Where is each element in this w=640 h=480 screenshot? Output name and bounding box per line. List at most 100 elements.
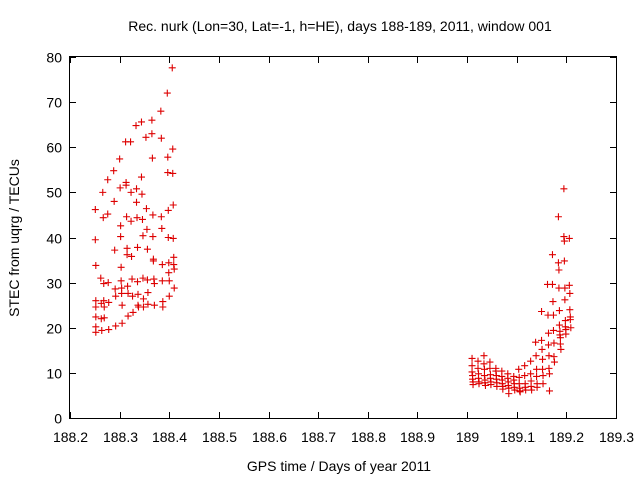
data-point (486, 364, 494, 372)
data-point (521, 372, 529, 380)
data-point (100, 314, 108, 322)
x-tick-label: 189 (456, 429, 480, 445)
data-point (549, 326, 557, 334)
data-point (124, 289, 132, 297)
data-point (91, 206, 99, 214)
data-point (532, 338, 540, 346)
data-point (169, 201, 177, 209)
data-point (134, 278, 142, 286)
data-point (515, 365, 523, 373)
data-point (144, 300, 152, 308)
data-point (164, 169, 172, 177)
data-point (169, 234, 177, 242)
y-tick-label: 50 (46, 185, 62, 201)
data-point (550, 358, 558, 366)
data-point (527, 357, 535, 365)
data-point (556, 334, 564, 342)
data-point (522, 386, 530, 394)
data-point (562, 330, 570, 338)
data-point (149, 257, 157, 265)
data-point (138, 215, 146, 223)
data-point (128, 252, 136, 260)
x-tick-label: 189.3 (599, 429, 634, 445)
data-point (545, 370, 553, 378)
data-point (168, 64, 176, 72)
data-point (133, 185, 141, 193)
data-point (118, 289, 126, 297)
data-point (143, 276, 151, 284)
x-tick-label: 188.9 (400, 429, 435, 445)
data-point (133, 214, 141, 222)
data-point (110, 167, 118, 175)
data-point (170, 284, 178, 292)
data-point (555, 266, 563, 274)
data-point (544, 341, 552, 349)
data-point (566, 289, 574, 297)
data-point (165, 259, 173, 267)
data-point (557, 345, 565, 353)
data-point (111, 246, 119, 254)
data-point (567, 324, 575, 332)
data-point (104, 176, 112, 184)
x-tick-label: 188.2 (53, 429, 88, 445)
data-point (157, 134, 165, 142)
x-axis-ticks: 188.2 188.3 188.4 188.5 188.6 188.7 188.8 188.9… (53, 57, 634, 445)
data-point (560, 237, 568, 245)
data-point (511, 386, 519, 394)
data-point (515, 373, 523, 381)
x-tick-label: 188.8 (351, 429, 386, 445)
data-point (98, 326, 106, 334)
data-point (560, 257, 568, 265)
data-point (139, 232, 147, 240)
data-point (112, 292, 120, 300)
data-point (143, 225, 151, 233)
data-point (545, 387, 553, 395)
data-point (516, 388, 524, 396)
data-point (158, 261, 166, 269)
data-point (539, 380, 547, 388)
data-point (132, 122, 140, 130)
data-points (91, 64, 575, 398)
data-point (149, 211, 157, 219)
data-point (127, 217, 135, 225)
plot-frame (69, 56, 617, 419)
x-tick-label: 188.5 (202, 429, 237, 445)
data-point (170, 265, 178, 273)
data-point (92, 297, 100, 305)
data-point (128, 275, 136, 283)
data-point (123, 213, 131, 221)
data-point (124, 312, 132, 320)
data-point (554, 213, 562, 221)
data-point (150, 301, 158, 309)
data-point (548, 280, 556, 288)
data-point (139, 274, 147, 282)
data-point (486, 358, 494, 366)
data-point (127, 188, 135, 196)
data-point (118, 319, 126, 327)
data-point (105, 298, 113, 306)
data-point (539, 355, 547, 363)
data-point (533, 372, 541, 380)
data-point (157, 107, 165, 115)
x-tick-label: 188.7 (301, 429, 336, 445)
data-point (481, 382, 489, 390)
data-point (164, 206, 172, 214)
data-point (550, 339, 558, 347)
data-point (548, 251, 556, 259)
data-point (505, 390, 513, 398)
data-point (104, 210, 112, 218)
data-point (521, 362, 529, 370)
data-point (163, 89, 171, 97)
data-point (566, 316, 574, 324)
data-point (565, 234, 573, 242)
data-point (112, 322, 120, 330)
data-point (561, 317, 569, 325)
y-tick-label: 60 (46, 140, 62, 156)
data-point (165, 292, 173, 300)
data-point (133, 198, 141, 206)
data-point (560, 185, 568, 193)
data-point (99, 188, 107, 196)
data-point (117, 233, 125, 241)
data-point (527, 370, 535, 378)
